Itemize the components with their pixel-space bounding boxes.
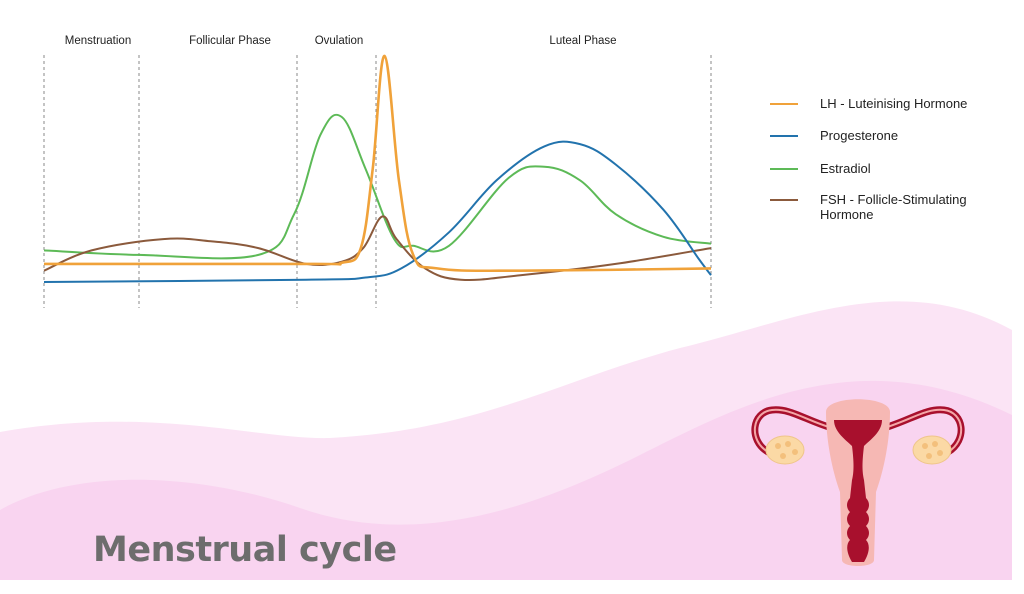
legend-label-lh: LH - Luteinising Hormone bbox=[820, 96, 968, 111]
legend-item-progesterone: Progesterone bbox=[770, 128, 1010, 143]
left-tube-inner bbox=[753, 408, 833, 453]
uterus-icon bbox=[751, 399, 965, 566]
legend-item-estradiol: Estradiol bbox=[770, 161, 1010, 176]
legend-label-estradiol: Estradiol bbox=[820, 161, 871, 176]
phase-dividers bbox=[43, 55, 712, 308]
legend-swatch-progesterone bbox=[770, 135, 798, 137]
estradiol-curve bbox=[43, 113, 712, 260]
follicle bbox=[922, 443, 928, 449]
hormone-curves bbox=[43, 54, 712, 283]
cervical-canal bbox=[847, 480, 869, 562]
legend-swatch-lh bbox=[770, 103, 798, 105]
lh-curve bbox=[43, 54, 712, 273]
follicle bbox=[785, 441, 791, 447]
chart-title: Menstrual cycle bbox=[93, 530, 397, 570]
uterine-cavity bbox=[834, 420, 882, 480]
follicle bbox=[937, 450, 943, 456]
follicle bbox=[932, 441, 938, 447]
legend-item-fsh: FSH - Follicle-Stimulating Hormone bbox=[770, 192, 1010, 222]
follicle bbox=[775, 443, 781, 449]
follicle bbox=[926, 453, 932, 459]
follicle bbox=[792, 449, 798, 455]
legend-label-fsh: FSH - Follicle-Stimulating Hormone bbox=[820, 192, 967, 222]
phase-label-menstruation: Menstruation bbox=[65, 35, 131, 47]
follicle bbox=[780, 453, 786, 459]
right-tube-inner bbox=[883, 408, 963, 453]
background-waves bbox=[0, 301, 1024, 594]
legend-label-progesterone: Progesterone bbox=[820, 128, 899, 143]
chart-legend: LH - Luteinising Hormone Progesterone Es… bbox=[770, 96, 1010, 239]
legend-swatch-fsh bbox=[770, 199, 798, 201]
progesterone-curve bbox=[43, 140, 712, 283]
phase-label-ovulation: Ovulation bbox=[315, 35, 364, 47]
legend-swatch-estradiol bbox=[770, 168, 798, 170]
legend-item-lh: LH - Luteinising Hormone bbox=[770, 96, 1010, 111]
wave-front bbox=[0, 380, 1012, 594]
ovary-follicles bbox=[775, 441, 943, 459]
right-ovary bbox=[912, 435, 952, 465]
left-ovary bbox=[765, 435, 805, 465]
bottom-strip bbox=[0, 580, 1024, 594]
phase-labels: Menstruation Follicular Phase Ovulation … bbox=[65, 35, 617, 47]
phase-label-follicular: Follicular Phase bbox=[189, 35, 271, 47]
fsh-curve bbox=[43, 215, 712, 281]
phase-label-luteal: Luteal Phase bbox=[549, 35, 616, 47]
